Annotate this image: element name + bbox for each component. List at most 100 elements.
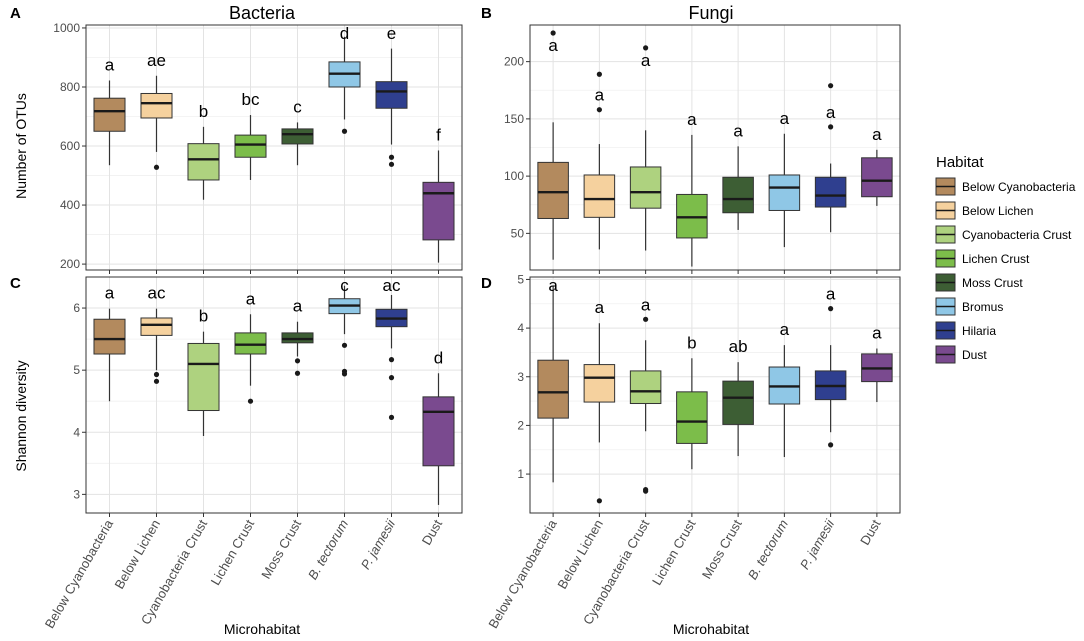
outlier-point [596, 107, 602, 113]
plot-background [86, 25, 462, 270]
box-iqr [861, 157, 893, 198]
ylabel-shannon: Shannon diversity [13, 360, 29, 471]
y-tick-label: 5 [73, 363, 80, 377]
x-tick-label: Below Lichen [554, 517, 606, 591]
box-below-cyanobacteria: a [93, 55, 126, 166]
y-tick-label: 100 [504, 169, 524, 183]
box-iqr [676, 391, 708, 444]
legend-title: Habitat [936, 154, 984, 171]
xlabel-right: Microhabitat [673, 621, 749, 637]
significance-letter: a [733, 121, 743, 140]
outlier-point [388, 375, 395, 381]
y-tick-label: 200 [504, 55, 524, 69]
significance-letter: a [641, 51, 651, 70]
outlier-point [828, 442, 834, 448]
significance-letter: b [199, 102, 208, 121]
significance-letter: ac [383, 276, 401, 295]
box-lichen-crust: a [234, 289, 267, 404]
legend-label: Dust [962, 348, 987, 362]
legend-label: Bromus [962, 300, 1003, 314]
significance-letter: a [293, 297, 303, 316]
significance-letter: a [595, 298, 605, 317]
significance-letter: c [340, 276, 349, 295]
outlier-point [388, 161, 395, 167]
outlier-point [341, 128, 348, 134]
outlier-point [153, 378, 160, 384]
y-tick-label: 1000 [53, 21, 80, 35]
panel-border [85, 276, 463, 514]
significance-letter: ae [147, 51, 166, 70]
x-tick-label: Below Cyanobacteria [485, 516, 560, 631]
outlier-point [341, 371, 348, 377]
box-p-jamesii: a [814, 285, 847, 448]
y-tick-label: 150 [504, 112, 524, 126]
box-iqr [281, 332, 314, 344]
outlier-point [247, 398, 254, 404]
significance-letter: f [436, 125, 441, 144]
significance-letter: a [826, 103, 836, 122]
box-below-lichen: ae [140, 51, 173, 170]
y-tick-label: 4 [517, 321, 524, 335]
outlier-point [828, 83, 834, 89]
box-iqr [281, 128, 314, 145]
legend-item: Hilaria [935, 321, 996, 340]
box-iqr [583, 364, 616, 403]
box-p-jamesii: ac [375, 276, 408, 420]
box-b-tectorum: a [768, 109, 801, 248]
box-dust: a [861, 125, 893, 206]
box-cyanobacteria-crust: b [187, 307, 220, 436]
box-iqr [375, 81, 408, 109]
legend-item: Below Lichen [935, 201, 1033, 220]
significance-letter: a [872, 324, 882, 343]
panel-title-fungi: Fungi [688, 3, 733, 23]
box-lichen-crust: bc [234, 90, 267, 180]
box-dust: a [861, 324, 893, 403]
legend-label: Below Cyanobacteria [962, 180, 1076, 194]
box-iqr [422, 396, 455, 467]
legend-item: Moss Crust [935, 273, 1023, 292]
panel-b: 50 100 150 200 a a a a a a a a [504, 24, 901, 274]
box-moss-crust: a [722, 121, 754, 230]
y-tick-label: 5 [517, 272, 524, 286]
box-iqr [93, 318, 126, 355]
box-iqr [537, 161, 569, 219]
box-iqr [537, 359, 569, 419]
panel-letter-c: C [10, 275, 21, 292]
box-cyanobacteria-crust: a [629, 45, 662, 251]
outlier-point [550, 30, 556, 36]
box-iqr [814, 176, 847, 208]
legend-label: Lichen Crust [962, 252, 1030, 266]
box-below-lichen: ac [140, 284, 173, 384]
box-iqr [722, 176, 754, 214]
legend-label: Moss Crust [962, 276, 1023, 290]
significance-letter: a [548, 276, 558, 295]
box-iqr [583, 174, 616, 218]
box-b-tectorum: a [768, 320, 801, 458]
x-tick-label: Below Cyanobacteria [42, 516, 117, 631]
legend-item: Below Cyanobacteria [935, 177, 1076, 196]
box-iqr [234, 134, 267, 158]
panel-border [529, 276, 901, 514]
x-tick-label: Dust [857, 517, 884, 548]
significance-letter: a [780, 109, 790, 128]
significance-letter: ac [148, 284, 166, 303]
box-below-cyanobacteria: a [93, 284, 126, 402]
box-p-jamesii: e [375, 24, 408, 167]
box-iqr [187, 143, 220, 181]
box-iqr [629, 370, 662, 405]
significance-letter: a [105, 55, 115, 74]
x-tick-label: B. tectorum [745, 517, 791, 582]
box-iqr [140, 92, 173, 119]
box-iqr [234, 332, 267, 355]
box-dust: f [422, 125, 455, 263]
panel-letter-d: D [481, 275, 492, 292]
y-tick-label: 1 [517, 467, 524, 481]
box-lichen-crust: a [676, 110, 708, 267]
box-lichen-crust: b [676, 333, 708, 470]
outlier-point [341, 342, 348, 348]
outlier-point [388, 154, 395, 160]
box-moss-crust: a [281, 297, 314, 376]
x-tick-label: B. tectorum [305, 517, 351, 582]
